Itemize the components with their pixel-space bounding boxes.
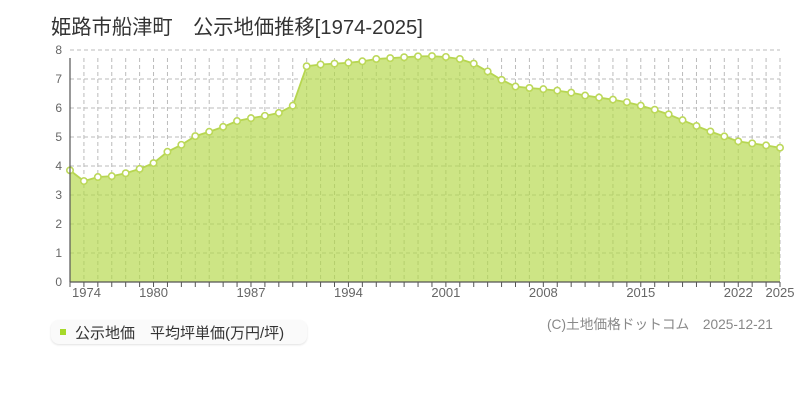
- svg-text:0: 0: [55, 275, 62, 289]
- svg-text:3: 3: [55, 188, 62, 202]
- svg-text:4: 4: [55, 159, 62, 173]
- svg-text:2: 2: [55, 217, 62, 231]
- svg-text:6: 6: [55, 101, 62, 115]
- svg-text:1994: 1994: [334, 285, 363, 300]
- svg-text:1: 1: [55, 246, 62, 260]
- svg-text:2008: 2008: [529, 285, 558, 300]
- svg-text:2025: 2025: [766, 285, 795, 300]
- svg-text:1974: 1974: [72, 285, 101, 300]
- svg-text:7: 7: [55, 72, 62, 86]
- svg-text:1980: 1980: [139, 285, 168, 300]
- svg-text:8: 8: [55, 43, 62, 57]
- svg-text:2015: 2015: [626, 285, 655, 300]
- svg-text:2022: 2022: [724, 285, 753, 300]
- svg-text:1987: 1987: [237, 285, 266, 300]
- svg-text:5: 5: [55, 130, 62, 144]
- svg-text:2001: 2001: [431, 285, 460, 300]
